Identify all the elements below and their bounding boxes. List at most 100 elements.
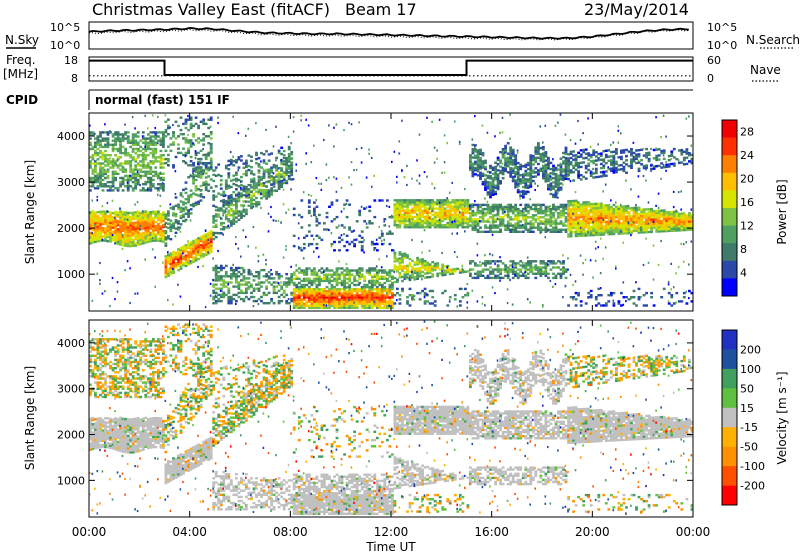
power-cell: [333, 300, 336, 303]
power-cell: [491, 181, 495, 184]
power-cell: [521, 165, 525, 168]
power-cell: [428, 271, 432, 274]
power-cell: [481, 218, 485, 221]
power-cell: [318, 302, 321, 305]
power-cell: [365, 296, 369, 299]
power-cell: [421, 264, 424, 267]
power-cell: [302, 285, 306, 289]
power-cell: [330, 273, 334, 276]
power-cell: [446, 205, 450, 208]
power-cell: [383, 224, 387, 227]
power-cell: [189, 164, 193, 167]
power-cell: [179, 250, 183, 254]
power-cell: [116, 238, 120, 241]
power-cell: [292, 277, 296, 280]
power-cell: [333, 292, 336, 295]
power-cell: [159, 164, 163, 167]
power-cell: [124, 213, 127, 216]
power-cell: [290, 265, 292, 268]
power-cell: [423, 229, 426, 232]
power-cell: [151, 151, 155, 155]
power-cell: [129, 164, 133, 167]
power-cell: [340, 210, 343, 213]
power-cell: [157, 156, 160, 159]
power-cell: [129, 234, 133, 237]
power-cell: [305, 118, 307, 121]
power-cell: [184, 244, 188, 247]
power-cell: [141, 137, 145, 140]
power-cell: [187, 211, 190, 214]
power-cell: [209, 246, 213, 250]
power-cell: [526, 184, 530, 187]
power-cell: [469, 166, 472, 170]
power-cell: [506, 228, 510, 231]
power-cell: [370, 185, 373, 188]
power-cell: [348, 300, 351, 303]
power-cell: [240, 155, 243, 158]
power-cell: [247, 183, 251, 187]
power-cell: [307, 277, 311, 280]
power-cell: [91, 170, 95, 173]
power-cell: [325, 269, 329, 272]
power-cell: [167, 253, 170, 257]
power-cell: [456, 203, 460, 206]
power-cell: [542, 304, 544, 307]
power-cell: [353, 288, 356, 291]
power-cell: [476, 163, 480, 167]
power-cell: [509, 278, 511, 282]
power-cell: [217, 275, 221, 278]
power-cell: [265, 275, 268, 278]
power-cell: [174, 264, 178, 267]
power-cell: [426, 221, 429, 225]
power-cell: [368, 302, 372, 305]
power-cell: [499, 171, 502, 175]
power-cell: [242, 283, 246, 286]
power-cell: [134, 139, 138, 142]
power-cell: [194, 185, 198, 188]
power-cell: [529, 301, 531, 304]
power-cell: [126, 185, 130, 188]
power-cell: [96, 141, 100, 144]
power-cell: [121, 162, 125, 165]
power-cell: [358, 209, 362, 213]
power-cell: [297, 292, 301, 295]
power-cell: [506, 204, 509, 207]
freq-label-line1: Freq.: [6, 53, 36, 67]
power-cell: [144, 183, 148, 186]
power-cell: [458, 219, 462, 223]
power-cell: [300, 269, 304, 272]
power-cell: [370, 298, 374, 301]
power-cell: [144, 210, 148, 213]
power-cell: [481, 274, 485, 277]
power-cell: [418, 199, 422, 202]
power-cell: [169, 270, 173, 274]
power-cell: [194, 257, 198, 260]
power-cell: [509, 209, 513, 213]
power-cell: [141, 154, 145, 157]
power-cell: [544, 226, 548, 229]
power-cell: [129, 220, 133, 223]
power-cell: [96, 154, 100, 157]
power-cell: [124, 131, 127, 134]
power-cell: [514, 272, 518, 275]
power-cell: [484, 188, 487, 191]
power-cell: [164, 255, 168, 258]
power-cell: [355, 302, 359, 305]
power-cell: [501, 150, 505, 153]
power-cell: [506, 209, 510, 213]
power-cell: [194, 189, 198, 192]
power-cell: [164, 217, 168, 220]
power-cell: [235, 302, 237, 306]
power-cell: [141, 225, 145, 228]
power-cell: [375, 296, 379, 299]
power-cell: [89, 238, 92, 241]
power-cell: [197, 169, 200, 172]
power-cell: [401, 207, 404, 210]
power-cell: [277, 180, 281, 184]
power-cell: [519, 163, 523, 166]
power-cell: [391, 277, 394, 280]
power-cell: [353, 269, 356, 272]
power-cell: [408, 220, 411, 223]
power-cell: [157, 227, 160, 230]
power-cell: [126, 222, 130, 225]
